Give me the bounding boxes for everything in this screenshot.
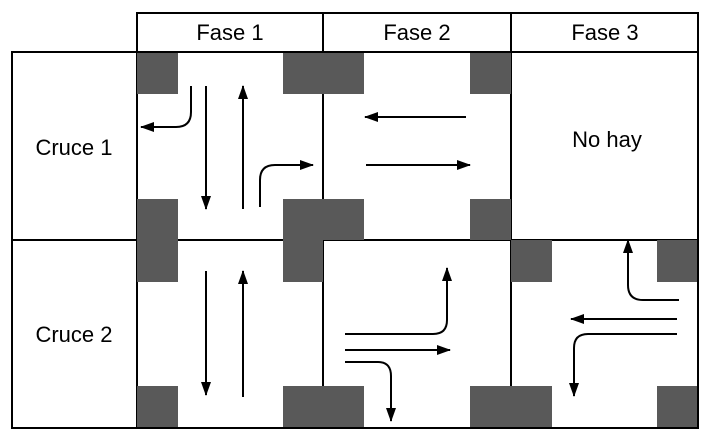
corner-block [323, 199, 364, 240]
corner-block [283, 53, 323, 94]
header-fase-2: Fase 2 [383, 20, 450, 45]
arrow-turn-up [623, 239, 679, 301]
corner-block [323, 386, 364, 427]
arrow-turn-down [569, 333, 677, 397]
corner-block [511, 386, 552, 427]
corner-block [323, 53, 364, 94]
corner-block [137, 53, 178, 94]
corner-block [137, 240, 178, 282]
arrow-turn-right [259, 160, 314, 207]
cell-cruce-2-fase-3 [510, 239, 699, 429]
corner-block [283, 240, 323, 282]
header-fase-3: Fase 3 [571, 20, 638, 45]
arrow-turn-left [140, 86, 192, 132]
no-movement-text: No hay [572, 127, 642, 152]
row-label-cruce-2: Cruce 2 [35, 322, 112, 347]
corner-block [470, 386, 511, 427]
corner-block [470, 53, 511, 94]
corner-block [511, 240, 552, 282]
corner-block [137, 386, 178, 427]
corner-block [283, 386, 323, 427]
header-fase-1: Fase 1 [196, 20, 263, 45]
corner-block [137, 199, 178, 240]
corner-block [657, 240, 697, 282]
corner-block [657, 386, 697, 427]
arrow-turn-down [345, 361, 396, 422]
corner-block [470, 199, 511, 240]
corner-block [283, 199, 323, 240]
row-label-cruce-1: Cruce 1 [35, 135, 112, 160]
arrow-turn-up [345, 267, 452, 335]
